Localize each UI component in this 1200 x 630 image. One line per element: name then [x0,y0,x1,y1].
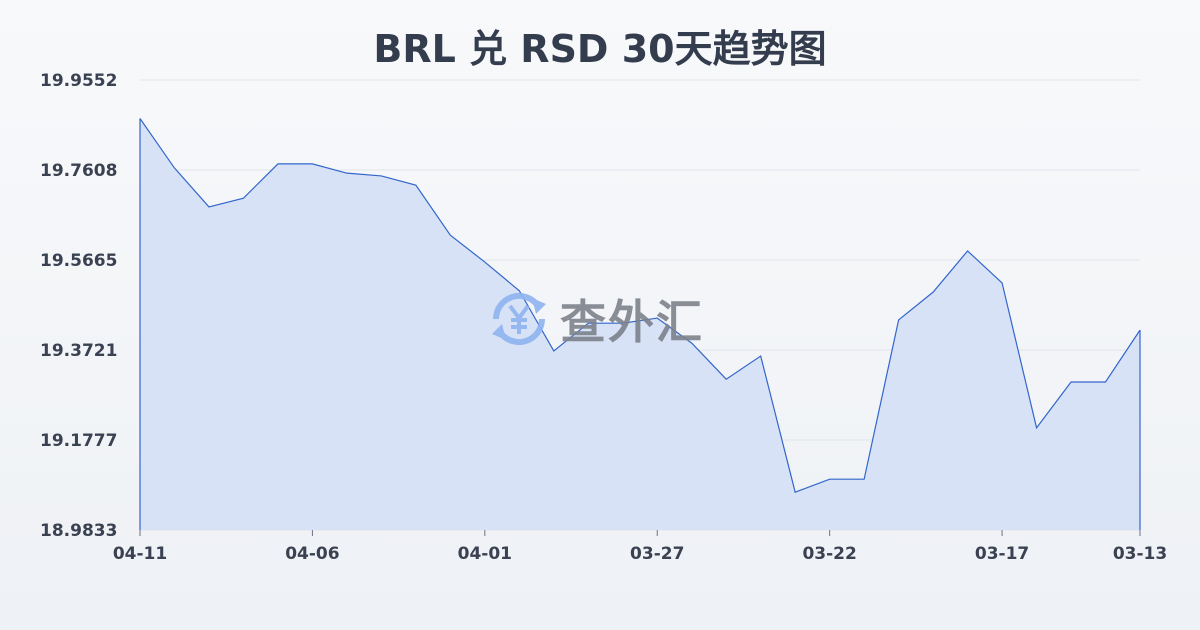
x-tick-label: 03-27 [630,544,684,564]
watermark: 查外汇 [488,286,704,352]
x-tick-label: 04-06 [285,544,339,564]
x-tick-label: 04-11 [113,544,167,564]
y-tick-label: 19.5665 [40,251,117,271]
series-line [139,118,1141,493]
y-tick-label: 19.7608 [40,161,117,181]
y-tick-label: 18.9833 [40,521,117,541]
y-tick-label: 19.3721 [40,341,117,361]
y-tick-label: 19.9552 [40,71,117,91]
x-tick-label: 04-01 [458,544,512,564]
x-tick-label: 03-17 [975,544,1029,564]
chart-title: BRL 兑 RSD 30天趋势图 [373,27,827,71]
x-tick-label: 03-13 [1113,544,1167,564]
yen-exchange-icon [492,292,546,346]
x-tick-label: 03-22 [802,544,856,564]
watermark-text: 查外汇 [560,295,704,349]
area-fill [140,118,1140,530]
y-tick-label: 19.1777 [40,431,117,451]
